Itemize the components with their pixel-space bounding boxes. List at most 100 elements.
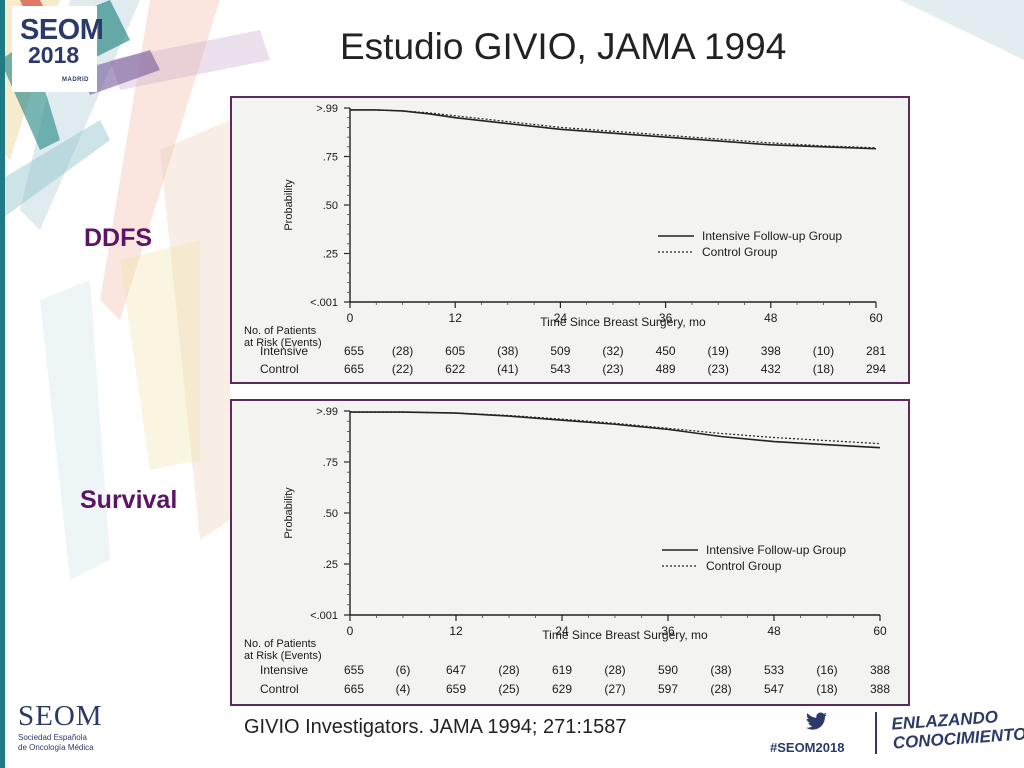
y-tick-label: .25 (323, 249, 338, 261)
risk-table-cell: 489 (656, 362, 676, 376)
risk-table-cell: 388 (870, 682, 890, 696)
risk-table-cell: (6) (396, 663, 411, 677)
risk-table-cell: 647 (446, 663, 466, 677)
risk-table-cell: (16) (816, 663, 837, 677)
y-axis-label: Probability (283, 487, 295, 539)
x-axis-label: Time Since Breast Surgery, mo (540, 315, 706, 329)
risk-table-cell: 281 (866, 344, 886, 358)
x-tick-label: 24 (554, 311, 568, 325)
risk-table-cell: (22) (392, 362, 413, 376)
y-tick-label: <.001 (310, 297, 338, 309)
risk-table-cell: 432 (761, 362, 781, 376)
x-tick-label: 60 (869, 311, 883, 325)
risk-table-cell: (38) (497, 344, 518, 358)
y-tick-label: .50 (323, 200, 338, 212)
legend-entry: Intensive Follow-up Group (706, 543, 846, 557)
legend-entry: Control Group (702, 245, 778, 259)
risk-row-label: Intensive (260, 663, 308, 677)
x-axis-label: Time Since Breast Surgery, mo (542, 628, 708, 642)
risk-table-cell: (28) (498, 663, 519, 677)
survival-label: Survival (80, 486, 178, 514)
ddfs-chart-panel: >.99 .75 .50 .25 <.001 0 12 24 36 48 60 Probability… (230, 96, 910, 384)
risk-table-header: at Risk (Events) (244, 650, 322, 662)
x-tick-label: 36 (661, 624, 675, 638)
seom-subtitle-line-2: de Oncología Médica (18, 743, 94, 752)
risk-table-cell: 622 (445, 362, 465, 376)
y-tick-label: >.99 (316, 406, 338, 418)
risk-table-cell: 590 (658, 663, 678, 677)
risk-table-cell: (28) (710, 682, 731, 696)
risk-row-label: Control (260, 682, 299, 696)
risk-table-cell: 398 (761, 344, 781, 358)
x-tick-label: 24 (555, 624, 569, 638)
risk-table-cell: 659 (446, 682, 466, 696)
divider (875, 712, 877, 754)
risk-table-cell: 547 (764, 682, 784, 696)
km-chart-1: >.99 .75 .50 .25 <.001 0 12 24 36 48 60 Probability… (244, 406, 890, 696)
x-tick-label: 60 (873, 624, 887, 638)
risk-table-cell: (27) (604, 682, 625, 696)
seom-wordmark: SEOM (18, 700, 103, 732)
series-line-1 (350, 109, 877, 149)
risk-table-cell: 665 (344, 362, 364, 376)
y-axis-label: Probability (283, 179, 295, 231)
risk-table-cell: 294 (866, 362, 886, 376)
risk-table-cell: 655 (344, 344, 364, 358)
risk-table-cell: (19) (708, 344, 729, 358)
risk-table-cell: 388 (870, 663, 890, 677)
x-tick-label: 12 (449, 311, 463, 325)
legend-entry: Intensive Follow-up Group (702, 229, 842, 243)
risk-table-cell: 629 (552, 682, 572, 696)
risk-table-cell: (25) (498, 682, 519, 696)
risk-table-cell: 655 (344, 663, 364, 677)
slide-title: Estudio GIVIO, JAMA 1994 (340, 26, 787, 67)
km-chart-0: >.99 .75 .50 .25 <.001 0 12 24 36 48 60 Probability… (244, 103, 886, 376)
y-tick-label: >.99 (316, 103, 338, 115)
citation: GIVIO Investigators. JAMA 1994; 271:1587 (244, 716, 627, 738)
risk-table-header: at Risk (Events) (244, 337, 322, 349)
risk-table-cell: 509 (550, 344, 570, 358)
logo-city: MADRID (62, 77, 89, 83)
risk-table-cell: (18) (816, 682, 837, 696)
y-tick-label: .75 (323, 457, 338, 469)
risk-table-cell: 533 (764, 663, 784, 677)
risk-table-header: No. of Patients (244, 638, 317, 650)
risk-table-cell: 543 (550, 362, 570, 376)
y-tick-label: .50 (323, 508, 338, 520)
risk-table-cell: (41) (497, 362, 518, 376)
risk-table-cell: 619 (552, 663, 572, 677)
x-tick-label: 48 (767, 624, 781, 638)
y-tick-label: .25 (323, 559, 338, 571)
series-line-1 (350, 411, 881, 445)
risk-table-cell: (4) (396, 682, 411, 696)
seom-2018-logo (12, 6, 97, 92)
risk-table-cell: 597 (658, 682, 678, 696)
series-line-0 (350, 411, 881, 449)
event-hashtag: #SEOM2018 (770, 740, 845, 755)
x-tick-label: 12 (449, 624, 463, 638)
survival-chart-panel: >.99 .75 .50 .25 <.001 0 12 24 36 48 60 Probability… (230, 399, 910, 706)
risk-table-cell: (38) (710, 663, 731, 677)
left-accent-rule (0, 0, 5, 768)
seom-subtitle-line-1: Sociedad Española (18, 733, 87, 742)
risk-table-cell: (23) (602, 362, 623, 376)
ddfs-label: DDFS (84, 224, 153, 252)
risk-row-label: Intensive (260, 344, 308, 358)
risk-row-label: Control (260, 362, 299, 376)
risk-table-cell: (32) (602, 344, 623, 358)
y-tick-label: .75 (323, 152, 338, 164)
logo-year: 2018 (28, 42, 80, 68)
risk-table-cell: (10) (813, 344, 834, 358)
risk-table-cell: 605 (445, 344, 465, 358)
twitter-bird-icon (806, 712, 827, 730)
risk-table-cell: 665 (344, 682, 364, 696)
risk-table-cell: (28) (392, 344, 413, 358)
x-tick-label: 0 (347, 624, 354, 638)
risk-table-header: No. of Patients (244, 325, 317, 337)
x-tick-label: 36 (659, 311, 673, 325)
seom-subtitle: Sociedad Española de Oncología Médica (18, 733, 94, 753)
risk-table-cell: (18) (813, 362, 834, 376)
risk-table-cell: (23) (708, 362, 729, 376)
logo-word: SEOM (20, 14, 104, 46)
legend-entry: Control Group (706, 559, 782, 573)
